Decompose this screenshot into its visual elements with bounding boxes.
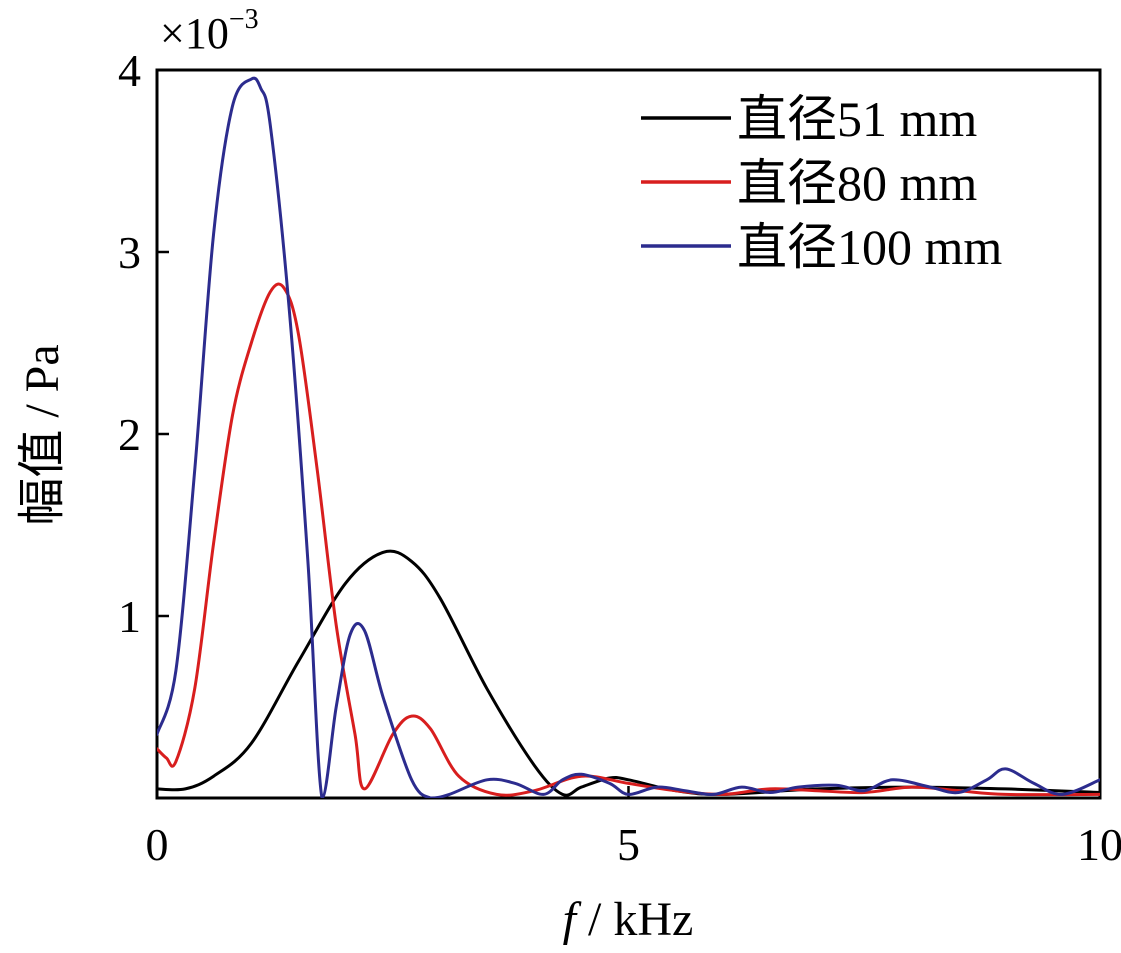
x-tick-label: 0 <box>146 819 169 870</box>
y-tick-label: 2 <box>118 409 141 460</box>
legend-label-2: 直径80 mm <box>737 155 977 211</box>
axis-ticks: 0 5 10 1 2 3 4 <box>118 45 1121 870</box>
x-axis-title: f / kHz <box>563 893 694 946</box>
series-line-1 <box>157 549 1100 797</box>
y-axis-title: 幅值 / Pa <box>16 344 69 525</box>
y-tick-label: 4 <box>118 45 141 96</box>
y-scale-factor: ×10−3 <box>160 4 259 58</box>
series-lines <box>157 76 1100 798</box>
series-line-2 <box>157 282 1100 797</box>
y-tick-label: 1 <box>118 591 141 642</box>
legend: 直径51 mm 直径80 mm 直径100 mm <box>641 91 1002 275</box>
legend-label-1: 直径51 mm <box>737 91 977 147</box>
legend-label-3: 直径100 mm <box>737 219 1002 275</box>
y-tick-label: 3 <box>118 227 141 278</box>
x-tick-label: 10 <box>1077 819 1121 870</box>
series-line-3 <box>157 76 1100 798</box>
x-tick-label: 5 <box>617 819 640 870</box>
